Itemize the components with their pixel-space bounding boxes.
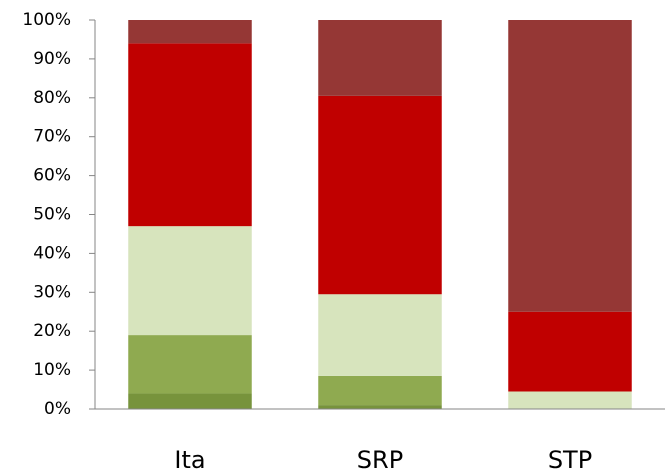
x-tick-label: Ita <box>174 446 205 474</box>
y-tick-label: 10% <box>33 360 71 380</box>
bar-segment <box>128 393 252 409</box>
x-tick-label: SRP <box>357 446 403 474</box>
bar-segment <box>508 20 632 312</box>
bar-segment <box>128 43 252 227</box>
bar-segment <box>318 20 442 96</box>
y-tick-label: 20% <box>33 321 71 341</box>
y-tick-label: 80% <box>33 88 71 108</box>
bar-segment <box>508 391 632 409</box>
bar-segment <box>128 20 252 44</box>
bar-segment <box>128 226 252 336</box>
y-tick-label: 40% <box>33 243 71 263</box>
bar-segment <box>318 375 442 406</box>
y-tick-label: 70% <box>33 127 71 147</box>
bar-segment <box>508 311 632 392</box>
y-tick-label: 50% <box>33 205 71 225</box>
bar-segment <box>128 335 252 394</box>
bar-segment <box>318 95 442 295</box>
x-tick-label: STP <box>548 446 592 474</box>
y-tick-label: 0% <box>44 399 71 419</box>
bar-segment <box>318 294 442 376</box>
bar-segment <box>318 405 442 409</box>
y-tick-label: 100% <box>22 10 71 30</box>
y-tick-label: 30% <box>33 282 71 302</box>
y-tick-label: 60% <box>33 166 71 186</box>
y-tick-label: 90% <box>33 49 71 69</box>
